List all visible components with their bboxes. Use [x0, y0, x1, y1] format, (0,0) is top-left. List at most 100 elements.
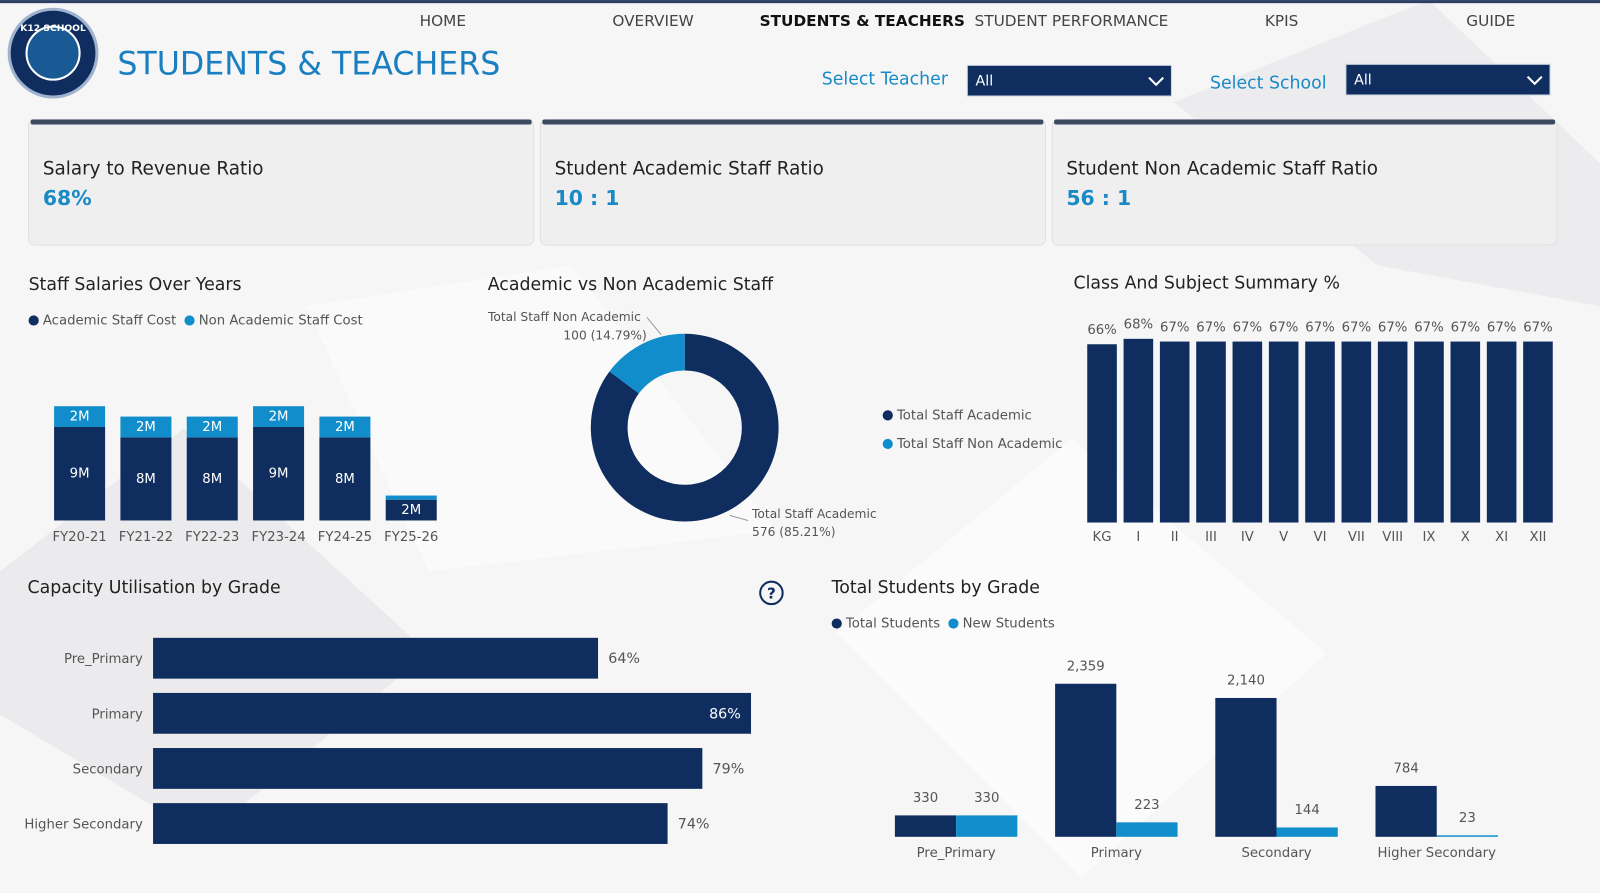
bar — [1276, 827, 1338, 837]
dropdown-chevron[interactable] — [1148, 76, 1164, 87]
bar — [1377, 341, 1408, 523]
data-label: 223 — [1134, 798, 1159, 813]
bar — [153, 748, 703, 789]
bar — [1436, 835, 1498, 837]
kpi-value: 56 : 1 — [1066, 186, 1131, 210]
legend-marker — [184, 315, 195, 326]
data-label: 74% — [678, 817, 710, 833]
kpi-label: Student Academic Staff Ratio — [555, 158, 824, 179]
bar — [1305, 341, 1335, 523]
data-label: 330 — [974, 791, 999, 806]
bar — [153, 692, 752, 734]
bar — [153, 637, 599, 679]
bar-segment — [186, 437, 238, 521]
kpi-card-top — [1054, 119, 1556, 125]
legend-marker — [831, 618, 842, 629]
bar-segment — [253, 406, 305, 427]
bar-segment — [385, 499, 437, 521]
help-icon-ring[interactable] — [759, 580, 784, 606]
data-label: 144 — [1294, 803, 1319, 818]
bar-segment — [385, 495, 437, 500]
chart-title: Total Students by Grade — [831, 578, 1040, 598]
data-label: 576 (85.21%) — [752, 525, 835, 539]
bar-segment — [186, 416, 238, 438]
dropdown[interactable] — [1345, 63, 1551, 96]
nav-item[interactable]: HOME — [420, 12, 466, 30]
page-title: STUDENTS & TEACHERS — [117, 46, 500, 82]
filter-label: Select School — [1210, 74, 1327, 94]
x-tick-label: VI — [1314, 530, 1327, 545]
data-label: 79% — [713, 761, 745, 777]
data-label: 2M — [136, 420, 156, 435]
dropdown[interactable] — [966, 64, 1172, 97]
data-label: 2M — [401, 503, 421, 518]
bar-segment — [253, 426, 305, 521]
data-label: 67% — [1233, 320, 1262, 335]
x-tick-label: IX — [1422, 530, 1435, 545]
data-label: 67% — [1196, 320, 1225, 335]
legend-label: Non Academic Staff Cost — [199, 313, 363, 328]
chart-title: Staff Salaries Over Years — [29, 275, 242, 295]
x-tick-label: X — [1461, 530, 1470, 545]
bar — [1232, 341, 1263, 523]
bar — [894, 815, 957, 837]
chart-title: Academic vs Non Academic Staff — [488, 275, 774, 295]
y-tick-label: Primary — [92, 707, 143, 722]
bar — [153, 803, 668, 844]
x-tick-label: I — [1136, 530, 1140, 545]
data-label: 9M — [269, 467, 289, 482]
legend-label: Academic Staff Cost — [43, 313, 176, 328]
dropdown-chevron[interactable] — [1526, 75, 1543, 86]
data-label: 8M — [335, 472, 355, 487]
bar — [1268, 341, 1299, 523]
kpi-value: 68% — [43, 186, 92, 210]
slice-name: Total Staff Non Academic — [487, 310, 641, 324]
nav-item[interactable]: KPIS — [1265, 12, 1298, 30]
y-tick-label: Pre_Primary — [64, 652, 143, 667]
chart-title: Capacity Utilisation by Grade — [28, 578, 281, 598]
bg-shape — [0, 428, 429, 837]
help-icon[interactable]: ? — [767, 584, 776, 602]
x-tick-label: Higher Secondary — [1378, 846, 1497, 861]
data-label: 8M — [136, 472, 156, 487]
x-tick-label: VIII — [1382, 530, 1403, 545]
dropdown-value[interactable]: All — [1354, 73, 1372, 89]
bar — [1341, 341, 1372, 523]
bar — [1215, 697, 1277, 837]
data-label: 2,359 — [1067, 659, 1105, 674]
slice-name: Total Staff Academic — [751, 507, 877, 521]
data-label: 67% — [1305, 320, 1334, 335]
data-label: 23 — [1459, 811, 1476, 826]
x-tick-label: VII — [1348, 530, 1365, 545]
bar — [1087, 344, 1117, 523]
legend-label: New Students — [963, 617, 1055, 632]
data-label: 2M — [70, 410, 90, 425]
nav-item[interactable]: STUDENTS & TEACHERS — [760, 12, 965, 30]
data-label: 8M — [202, 472, 222, 487]
x-tick-label: Primary — [1091, 846, 1142, 861]
nav-item[interactable]: STUDENT PERFORMANCE — [975, 12, 1169, 30]
bar — [1123, 338, 1154, 523]
data-label: 784 — [1393, 762, 1418, 777]
data-label: 100 (14.79%) — [563, 328, 646, 342]
bar — [1523, 341, 1553, 523]
x-tick-label: FY23-24 — [251, 530, 305, 545]
bar — [1159, 341, 1190, 523]
top-bar — [0, 0, 1600, 4]
kpi-label: Student Non Academic Staff Ratio — [1066, 158, 1378, 179]
nav-item[interactable]: GUIDE — [1466, 12, 1515, 30]
kpi-card — [28, 118, 535, 246]
data-label: 67% — [1451, 320, 1480, 335]
y-tick-label: Higher Secondary — [24, 818, 143, 833]
data-label: 2M — [269, 410, 289, 425]
data-label: 9M — [70, 467, 90, 482]
kpi-card-top — [30, 119, 532, 125]
nav-item[interactable]: OVERVIEW — [612, 12, 693, 30]
bar — [1375, 785, 1437, 837]
dropdown-value[interactable]: All — [976, 74, 994, 90]
legend-marker — [948, 618, 959, 629]
data-label: 67% — [1523, 320, 1552, 335]
bar — [1055, 683, 1117, 837]
bar — [1116, 822, 1178, 837]
legend-marker — [882, 438, 893, 450]
